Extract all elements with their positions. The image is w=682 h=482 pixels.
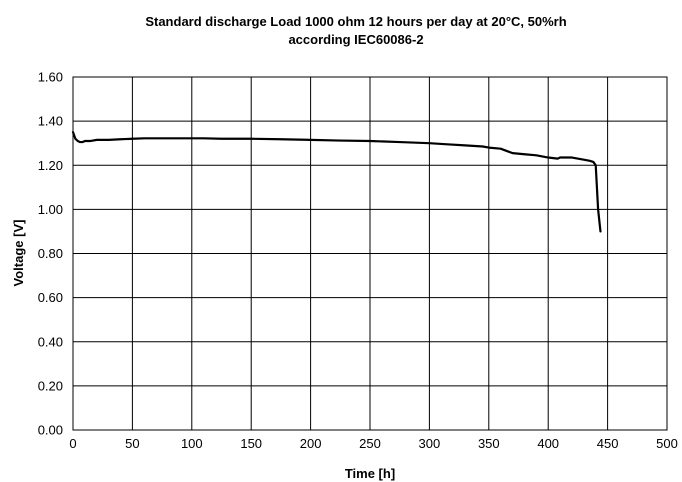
y-tick-label: 0.60: [38, 290, 63, 305]
y-tick-label: 0.00: [38, 423, 63, 438]
y-axis-label: Voltage [V]: [11, 220, 26, 287]
grid-lines: [72, 76, 668, 431]
y-tick-label: 1.20: [38, 158, 63, 173]
x-tick-label: 450: [597, 436, 619, 451]
y-tick-label: 0.20: [38, 378, 63, 393]
x-tick-label: 400: [537, 436, 559, 451]
x-tick-labels: 0 50 100 150 200 250 300 350 400 450 500: [69, 436, 677, 451]
y-tick-label: 1.60: [38, 70, 63, 85]
x-tick-label: 300: [419, 436, 441, 451]
y-tick-label: 0.40: [38, 334, 63, 349]
chart-title: Standard discharge Load 1000 ohm 12 hour…: [145, 14, 566, 29]
x-tick-label: 250: [359, 436, 381, 451]
y-tick-labels: 0.00 0.20 0.40 0.60 0.80 1.00 1.20 1.40 1.60: [38, 70, 63, 438]
y-tick-label: 1.40: [38, 114, 63, 129]
x-tick-label: 0: [69, 436, 76, 451]
y-tick-label: 0.80: [38, 246, 63, 261]
x-tick-label: 50: [125, 436, 139, 451]
x-tick-label: 350: [478, 436, 500, 451]
x-tick-label: 200: [300, 436, 322, 451]
plot-frame: [72, 76, 668, 431]
voltage-series-line: [71, 131, 602, 233]
x-tick-label: 150: [240, 436, 262, 451]
x-tick-label: 500: [656, 436, 678, 451]
x-axis-label: Time [h]: [345, 466, 395, 481]
x-tick-label: 100: [181, 436, 203, 451]
y-tick-label: 1.00: [38, 202, 63, 217]
chart-subtitle: according IEC60086-2: [288, 32, 423, 47]
